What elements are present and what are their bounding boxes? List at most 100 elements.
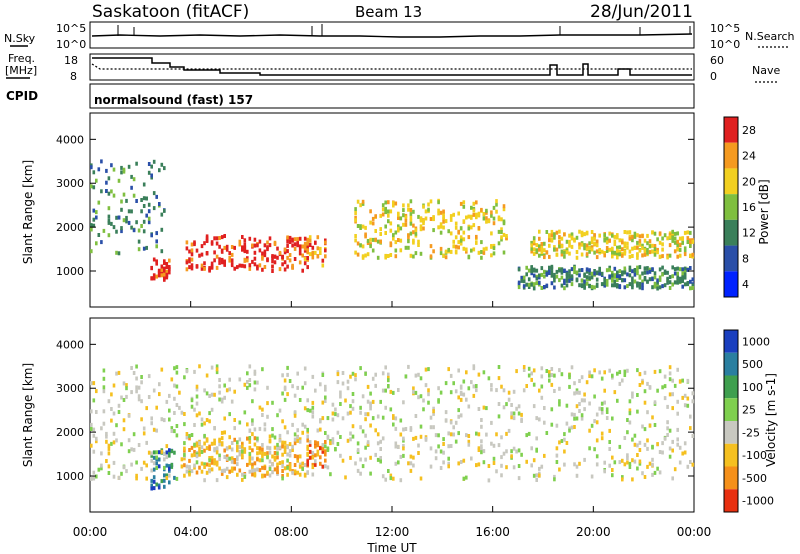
echo-cell: [366, 384, 370, 389]
y-tick-label: 4000: [56, 338, 84, 351]
echo-cell: [359, 203, 362, 208]
echo-cell: [213, 250, 216, 255]
echo-cell: [427, 367, 430, 372]
echo-cell: [517, 285, 521, 290]
echo-cell: [517, 464, 521, 468]
echo-cell: [505, 402, 508, 407]
echo-cell: [532, 382, 536, 387]
echo-cell: [585, 267, 589, 272]
echo-cell: [467, 235, 471, 240]
echo-cell: [140, 198, 143, 202]
echo-cell: [251, 468, 254, 473]
echo-cell: [608, 265, 611, 270]
echo-cell: [210, 240, 214, 245]
echo-cell: [588, 249, 591, 254]
echo-cell: [324, 444, 327, 449]
echo-cell: [517, 267, 521, 272]
echo-cell: [663, 396, 667, 401]
echo-cell: [341, 381, 345, 386]
echo-cell: [102, 368, 106, 373]
echo-cell: [248, 469, 252, 474]
echo-cell: [266, 414, 269, 419]
echo-cell: [188, 436, 191, 441]
echo-cell: [213, 448, 216, 453]
echo-cell: [90, 443, 93, 448]
echo-cell: [585, 231, 589, 236]
echo-cell: [676, 399, 679, 404]
echo-cell: [188, 434, 191, 438]
echo-cell: [314, 440, 317, 445]
echo-cell: [384, 206, 387, 211]
echo-cell: [663, 283, 667, 288]
echo-cell: [578, 409, 581, 413]
echo-cell: [137, 247, 141, 252]
echo-cell: [228, 251, 231, 256]
echo-cell: [105, 439, 108, 444]
echo-cell: [412, 386, 415, 391]
echo-cell: [417, 443, 420, 448]
echo-cell: [605, 410, 609, 414]
echo-cell: [142, 246, 146, 251]
echo-cell: [676, 280, 679, 285]
echo-cell: [316, 443, 320, 448]
echo-cell: [100, 466, 103, 471]
echo-cell: [590, 284, 594, 289]
echo-cell: [359, 224, 362, 229]
echo-cell: [246, 462, 249, 467]
echo-cell: [656, 283, 659, 288]
echo-cell: [273, 254, 277, 259]
echo-cell: [90, 184, 93, 189]
colorbar-tick-label: 500: [742, 358, 763, 371]
echo-cell: [671, 265, 674, 270]
echo-cell: [349, 455, 352, 460]
echo-cell: [578, 273, 581, 278]
echo-cell: [651, 285, 654, 290]
echo-cell: [271, 462, 274, 467]
echo-cell: [497, 217, 501, 222]
echo-cell: [150, 486, 153, 491]
velocity-colorbar-label: Velocity [m s-1]: [764, 373, 778, 467]
echo-cell: [467, 226, 471, 231]
echo-cell: [691, 286, 695, 290]
echo-cell: [638, 248, 642, 253]
echo-cell: [200, 461, 204, 466]
echo-cell: [545, 230, 549, 234]
echo-cell: [616, 251, 619, 256]
echo-cell: [414, 390, 418, 395]
echo-cell: [600, 249, 604, 254]
echo-cell: [157, 485, 161, 490]
echo-cell: [553, 247, 556, 252]
echo-cell: [646, 266, 649, 271]
echo-cell: [384, 224, 387, 229]
echo-cell: [145, 476, 148, 481]
echo-cell: [402, 400, 405, 405]
echo-cell: [238, 468, 242, 473]
echo-cell: [643, 248, 647, 253]
echo-cell: [296, 237, 299, 242]
echo-cell: [394, 441, 398, 446]
echo-cell: [208, 419, 211, 424]
y-tick-label: 2000: [56, 426, 84, 439]
echo-cell: [689, 460, 692, 464]
echo-cell: [354, 215, 357, 220]
echo-cell: [258, 468, 262, 473]
echo-cell: [379, 213, 382, 218]
echo-cell: [535, 436, 538, 441]
echo-cell: [97, 200, 101, 205]
colorbar-tick-label: -100: [742, 449, 767, 462]
echo-cell: [296, 458, 299, 463]
echo-cell: [658, 450, 662, 454]
echo-cell: [482, 216, 486, 221]
echo-cell: [306, 408, 309, 413]
echo-cell: [580, 398, 584, 403]
echo-cell: [324, 238, 327, 243]
power-echo-cells: [90, 159, 695, 291]
echo-cell: [225, 454, 229, 459]
echo-cell: [376, 239, 380, 244]
echo-cell: [611, 455, 614, 460]
echo-cell: [505, 234, 508, 238]
echo-cell: [691, 283, 695, 288]
echo-cell: [593, 271, 596, 276]
echo-cell: [487, 219, 491, 224]
echo-cell: [643, 370, 647, 375]
